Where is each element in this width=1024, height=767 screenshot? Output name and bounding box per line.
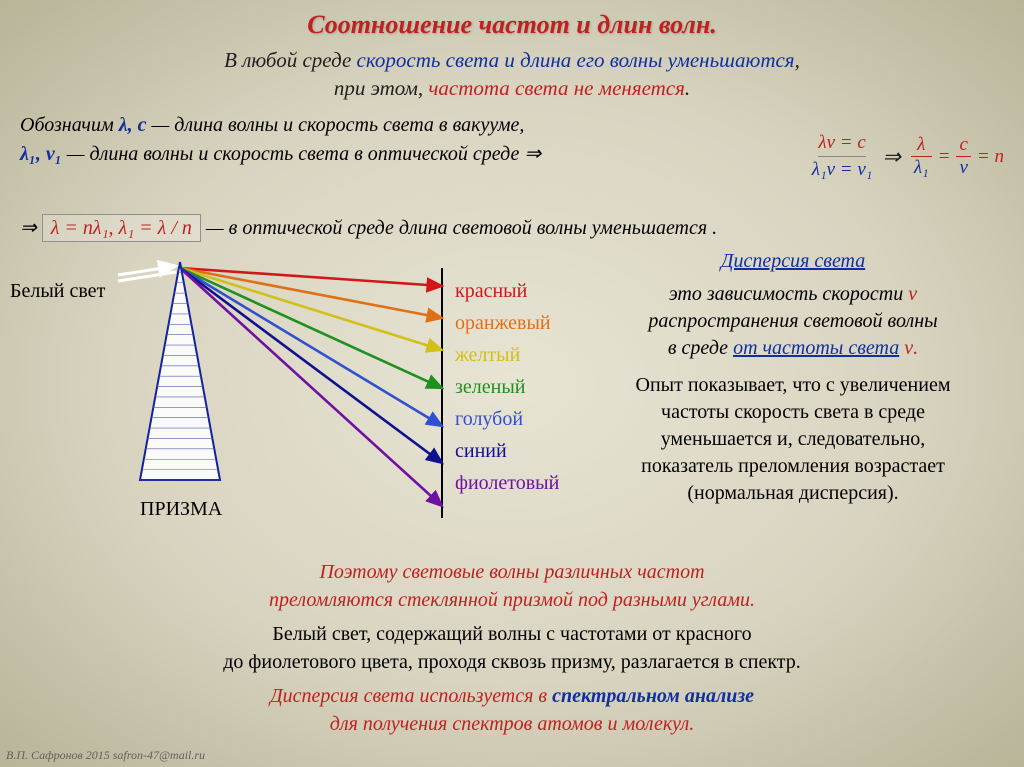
color-label: красный [455, 276, 559, 307]
color-label: синий [455, 436, 559, 467]
intro-text-1c: , [795, 48, 800, 72]
intro-text-2c: . [685, 76, 690, 100]
intro-text-1b: скорость света и длина его волны уменьша… [357, 48, 795, 72]
disp-l1: это зависимость скорости [669, 283, 903, 305]
disp2-l4: показатель преломления возрастает [641, 455, 945, 477]
result-pre: ⇒ [20, 217, 42, 239]
prism-diagram: Белый свет ПРИЗМА красныйоранжевыйжелтый… [10, 248, 570, 548]
bottom-text: Поэтому световые волны различных частот … [0, 558, 1024, 738]
disp-v: v [903, 283, 917, 305]
defs-b: — длина волны и скорость света в вакууме… [147, 114, 525, 136]
color-label: зеленый [455, 372, 559, 403]
frac-1: λ λ₁ [911, 134, 932, 179]
bot2: преломляются стеклянной призмой под разн… [0, 586, 1024, 614]
result-box: λ = nλ₁, λ₁ = λ / n [42, 214, 201, 242]
disp2-l1: Опыт показывает, что с увеличением [636, 374, 951, 396]
result-post: — в оптической среде длина световой волн… [201, 217, 717, 239]
disp-l3c: ν. [899, 337, 918, 359]
color-label: голубой [455, 404, 559, 435]
defs-c: — длина волны и скорость света в оптичес… [62, 143, 541, 165]
disp-l3b: от частоты света [733, 337, 899, 359]
eq-frac-group: λ λ₁ = c v = n [911, 134, 1004, 179]
bot5b: спектральном анализе [552, 685, 754, 707]
bot1: Поэтому световые волны различных частот [0, 558, 1024, 586]
intro-text-1a: В любой среде [224, 48, 356, 72]
equation-group: λν = c λ₁ν = v₁ ⇒ λ λ₁ = c v = n [812, 132, 1004, 181]
dispersion-body: это зависимость скорости v распространен… [576, 281, 1010, 362]
intro-text-2b: частота света не меняется [428, 76, 685, 100]
frac2-den: v [956, 157, 970, 179]
eq2: λ₁ν = v₁ [812, 157, 873, 181]
eq1: λν = c [818, 132, 865, 157]
dispersion-header: Дисперсия света [576, 248, 1010, 275]
eq-equals-1: = [938, 146, 951, 168]
disp-l3a: в среде [668, 337, 733, 359]
defs-sym2: λ₁, v₁ [20, 143, 62, 165]
page-title: Соотношение частот и длин волн. [0, 0, 1024, 40]
color-labels: красныйоранжевыйжелтыйзеленыйголубойсини… [455, 276, 559, 500]
disp2-l2: частоты скорость света в среде [661, 401, 925, 423]
arrow-1: ⇒ [882, 144, 900, 170]
defs-sym1: λ, с [119, 114, 147, 136]
intro-text: В любой среде скорость света и длина его… [0, 46, 1024, 103]
frac1-den: λ₁ [911, 157, 932, 179]
prism-label: ПРИЗМА [140, 498, 222, 521]
frac1-num: λ [914, 134, 928, 156]
bot3: Белый свет, содержащий волны с частотами… [0, 620, 1024, 648]
disp-l2: распространения световой волны [648, 310, 937, 332]
frac2-num: c [956, 134, 970, 156]
frac-2: c v [956, 134, 970, 179]
color-label: оранжевый [455, 308, 559, 339]
bot6: для получения спектров атомов и молекул. [0, 710, 1024, 738]
white-light-label: Белый свет [10, 280, 105, 303]
disp2-l3: уменьшается и, следовательно, [661, 428, 926, 450]
defs-a: Обозначим [20, 114, 119, 136]
color-label: фиолетовый [455, 468, 559, 499]
eq-n: = n [977, 146, 1004, 168]
eq-stack-1: λν = c λ₁ν = v₁ [812, 132, 873, 181]
dispersion-body2: Опыт показывает, что с увеличением часто… [576, 372, 1010, 507]
dispersion-text: Дисперсия света это зависимость скорости… [576, 248, 1010, 507]
bot5a: Дисперсия света используется в [270, 685, 552, 707]
disp2-l5: (нормальная дисперсия). [687, 482, 898, 504]
bot5: Дисперсия света используется в спектраль… [0, 682, 1024, 710]
result-line: ⇒ λ = nλ₁, λ₁ = λ / n — в оптической сре… [0, 215, 1024, 240]
footer-credit: В.П. Сафронов 2015 safron-47@mail.ru [6, 748, 205, 763]
color-label: желтый [455, 340, 559, 371]
bot4: до фиолетового цвета, проходя сквозь при… [0, 648, 1024, 676]
intro-text-2a: при этом, [334, 76, 429, 100]
